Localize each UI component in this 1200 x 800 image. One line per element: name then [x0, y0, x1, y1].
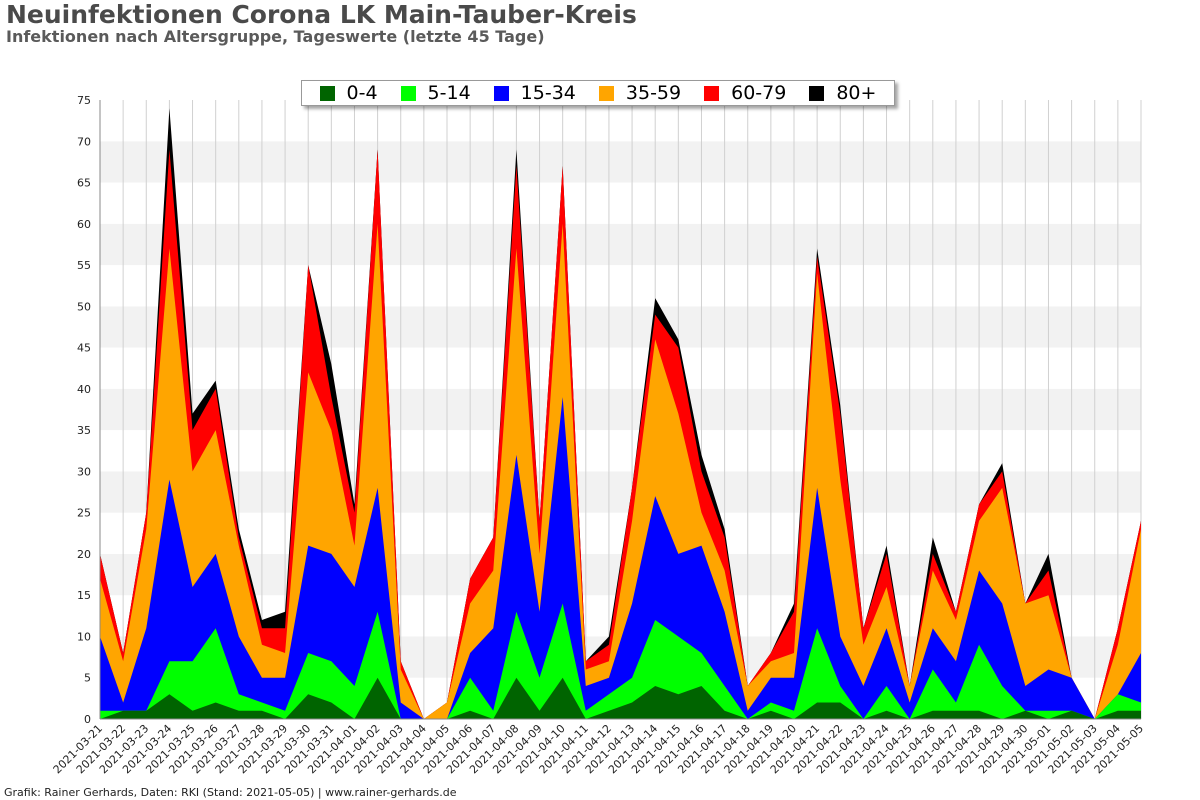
series-area-15-34: [100, 397, 1141, 719]
x-axis: 2021-03-212021-03-222021-03-232021-03-24…: [51, 718, 1146, 776]
y-tick-label: 15: [77, 589, 91, 602]
chart-subtitle: Infektionen nach Altersgruppe, Tageswert…: [6, 27, 545, 46]
y-tick-label: 55: [77, 259, 91, 272]
legend-item: 80+: [809, 82, 876, 104]
y-tick-label: 20: [77, 548, 91, 561]
grid-band: [100, 306, 1141, 348]
series-area-0-4: [100, 677, 1141, 719]
legend-swatch: [400, 85, 416, 101]
grid-band: [100, 141, 1141, 183]
legend: 0-4 5-14 15-34 35-59 60-79 80+: [301, 80, 895, 106]
legend-label: 35-59: [625, 82, 682, 104]
legend-swatch: [493, 85, 509, 101]
grid-band: [100, 430, 1141, 472]
series-areas: [100, 108, 1141, 720]
legend-swatch: [319, 85, 335, 101]
y-tick-label: 40: [77, 383, 91, 396]
grid-band: [100, 100, 1141, 142]
legend-swatch: [809, 85, 825, 101]
source-footer: Grafik: Rainer Gerhards, Daten: RKI (Sta…: [4, 786, 457, 799]
legend-swatch: [704, 85, 720, 101]
legend-label: 5-14: [427, 82, 471, 104]
grid-band: [100, 471, 1141, 513]
legend-label: 0-4: [346, 82, 378, 104]
y-tick-label: 65: [77, 177, 91, 190]
y-tick-label: 0: [84, 713, 91, 726]
legend-item: 0-4: [319, 82, 378, 104]
y-tick-label: 5: [84, 672, 91, 685]
grid-band: [100, 265, 1141, 307]
y-tick-label: 45: [77, 342, 91, 355]
y-tick-label: 25: [77, 507, 91, 520]
grid-band: [100, 388, 1141, 431]
legend-item: 15-34: [493, 82, 576, 104]
grid-band: [100, 182, 1141, 224]
grid-band: [100, 512, 1141, 554]
chart-title: Neuinfektionen Corona LK Main-Tauber-Kre…: [6, 0, 637, 29]
legend-swatch: [598, 85, 614, 101]
series-area-5-14: [100, 603, 1141, 719]
legend-item: 35-59: [598, 82, 682, 104]
legend-item: 60-79: [704, 82, 786, 104]
y-tick-label: 75: [77, 94, 91, 107]
legend-label: 80+: [836, 82, 877, 104]
y-tick-label: 60: [77, 218, 91, 231]
y-axis: 0 5 10 15 20 25 30 35 40 45 50 55 60 65 70 75: [77, 94, 101, 726]
y-tick-label: 35: [77, 424, 91, 437]
y-tick-label: 70: [77, 135, 91, 148]
y-tick-label: 30: [77, 465, 91, 478]
grid-band: [100, 223, 1141, 266]
y-tick-label: 50: [77, 300, 91, 313]
legend-label: 60-79: [731, 82, 787, 104]
legend-item: 5-14: [400, 82, 471, 104]
y-tick-label: 10: [77, 630, 91, 643]
grid-band: [100, 347, 1141, 389]
legend-label: 15-34: [520, 82, 576, 104]
